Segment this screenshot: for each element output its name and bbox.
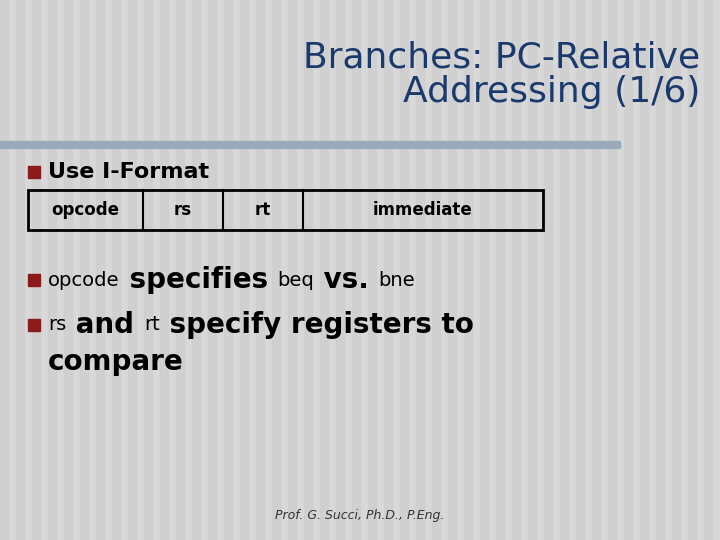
Bar: [336, 0, 344, 540]
Text: compare: compare: [48, 348, 184, 376]
Bar: [416, 0, 424, 540]
Bar: [352, 0, 360, 540]
Bar: [272, 0, 280, 540]
Bar: [48, 0, 56, 540]
Bar: [640, 0, 648, 540]
Bar: [544, 0, 552, 540]
Bar: [320, 0, 328, 540]
Bar: [400, 0, 408, 540]
Bar: [592, 0, 600, 540]
Bar: [224, 0, 232, 540]
Bar: [512, 0, 520, 540]
Bar: [28, 166, 40, 178]
Text: beq: beq: [277, 271, 314, 289]
Bar: [384, 0, 392, 540]
Bar: [240, 0, 248, 540]
Bar: [128, 0, 136, 540]
Text: opcode: opcode: [48, 271, 120, 289]
Text: opcode: opcode: [52, 201, 120, 219]
Bar: [96, 0, 104, 540]
Text: vs.: vs.: [314, 266, 379, 294]
Bar: [480, 0, 488, 540]
Bar: [16, 0, 24, 540]
Bar: [304, 0, 312, 540]
Bar: [288, 0, 296, 540]
Bar: [112, 0, 120, 540]
Bar: [144, 0, 152, 540]
Bar: [64, 0, 72, 540]
Bar: [208, 0, 216, 540]
Bar: [432, 0, 440, 540]
Bar: [80, 0, 88, 540]
Bar: [448, 0, 456, 540]
Bar: [28, 319, 40, 331]
Text: Addressing (1/6): Addressing (1/6): [402, 75, 700, 109]
Bar: [688, 0, 696, 540]
Text: Prof. G. Succi, Ph.D., P.Eng.: Prof. G. Succi, Ph.D., P.Eng.: [275, 509, 445, 522]
Text: and: and: [66, 311, 144, 339]
Bar: [704, 0, 712, 540]
Bar: [496, 0, 504, 540]
Bar: [176, 0, 184, 540]
Text: specify registers to: specify registers to: [160, 311, 474, 339]
Bar: [160, 0, 168, 540]
Bar: [28, 274, 40, 286]
Bar: [464, 0, 472, 540]
Bar: [656, 0, 664, 540]
Text: Branches: PC-Relative: Branches: PC-Relative: [303, 40, 700, 74]
Bar: [28, 190, 543, 230]
Bar: [560, 0, 568, 540]
Text: immediate: immediate: [373, 201, 473, 219]
Bar: [672, 0, 680, 540]
Bar: [0, 0, 8, 540]
Text: rt: rt: [255, 201, 271, 219]
Bar: [0, 141, 620, 148]
Text: rt: rt: [144, 315, 160, 334]
Bar: [256, 0, 264, 540]
Text: rs: rs: [174, 201, 192, 219]
Bar: [192, 0, 200, 540]
Bar: [608, 0, 616, 540]
Bar: [368, 0, 376, 540]
Text: specifies: specifies: [120, 266, 277, 294]
Bar: [528, 0, 536, 540]
Text: Use I-Format: Use I-Format: [48, 162, 209, 182]
Text: bne: bne: [379, 271, 415, 289]
Text: rs: rs: [48, 315, 66, 334]
Bar: [32, 0, 40, 540]
Bar: [624, 0, 632, 540]
Bar: [576, 0, 584, 540]
